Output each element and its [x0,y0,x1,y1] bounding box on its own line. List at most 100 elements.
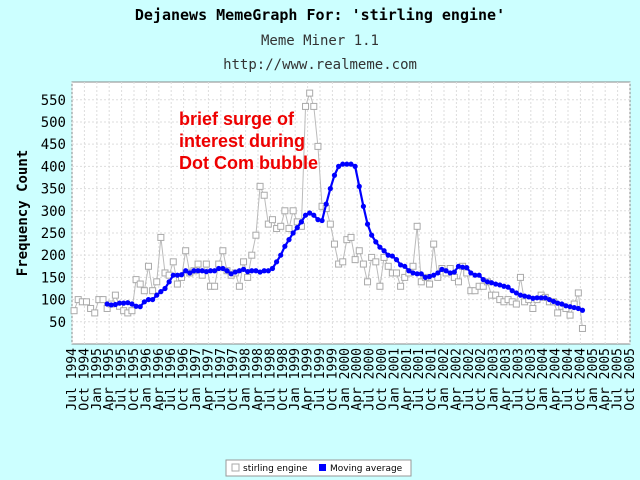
average-point [369,232,375,238]
average-point [294,225,300,231]
raw-point [87,304,95,312]
raw-point [281,207,289,215]
average-point [348,161,354,167]
raw-point [91,309,99,317]
raw-point [368,253,376,261]
raw-point [252,231,260,239]
average-point [352,163,358,169]
average-point [402,263,408,269]
average-point [249,268,255,274]
raw-point [355,247,363,255]
average-point [567,304,573,310]
x-tick-label: Oct 1995 [127,348,142,411]
raw-point [554,309,562,317]
raw-point [492,291,500,299]
average-point [253,268,259,274]
x-tick-label: Oct 1997 [226,348,241,411]
average-point [435,270,441,276]
y-tick-label: 150 [41,270,66,286]
y-tick-label: 250 [41,226,66,242]
average-point [207,268,214,274]
x-tick-label: Jan 1995 [90,348,105,411]
x-tick-label: Oct 1994 [77,348,92,411]
average-point [563,303,569,309]
average-point [439,266,445,272]
average-point [513,290,519,296]
average-point [393,257,400,263]
average-point [571,304,577,311]
average-point [141,299,147,305]
raw-point [235,282,243,290]
legend-raw-label: stirling engine [243,464,308,474]
average-point [464,265,470,271]
average-point [199,268,205,274]
x-tick-label: Jan 1996 [139,348,154,411]
average-point [265,268,271,274]
average-point [364,221,371,227]
x-tick-label: Jul 1995 [115,348,130,411]
x-tick-label: Apr 1997 [201,348,216,411]
average-point [133,303,139,309]
raw-point [268,216,276,224]
y-tick-label: 550 [41,93,66,109]
x-tick-label: Apr 2004 [549,348,564,411]
average-point [212,268,218,274]
annotation: brief surge of interest during Dot Com b… [179,109,318,173]
x-tick-label: Jul 1994 [65,348,80,411]
average-point [509,288,515,294]
raw-point [70,307,78,315]
average-point [398,262,404,268]
raw-point [182,247,190,255]
average-point [158,289,164,295]
x-tick-label: Jul 2004 [561,348,576,411]
raw-point [372,258,380,266]
y-axis-label: Frequency Count [15,150,31,276]
average-point [240,266,247,272]
x-tick-label: Jul 2005 [611,348,626,411]
average-point [555,300,561,306]
average-point [414,271,420,277]
average-point [307,210,313,216]
moving-average-series [104,161,586,313]
average-point [344,161,350,167]
average-point [559,301,565,307]
average-point [476,272,482,278]
raw-point [306,89,314,97]
average-point [480,277,486,283]
average-point [125,300,131,306]
average-point [150,296,156,303]
x-tick-label: Jul 1996 [164,348,179,411]
average-point [579,307,586,313]
x-tick-label: Apr 2001 [400,348,415,411]
average-point [468,270,474,276]
annotation-line-1: brief surge of [179,109,295,129]
average-point [162,285,168,292]
legend-raw-swatch [231,463,240,472]
raw-point [471,287,479,295]
raw-point [244,273,252,281]
x-tick-label: Jan 1998 [239,348,254,411]
x-tick-label: Oct 2002 [474,348,489,411]
x-tick-label: Jul 1999 [313,348,328,411]
raw-point [144,262,152,270]
y-tick-label: 450 [41,137,66,153]
average-point [220,265,226,272]
x-tick-label: Apr 1999 [301,348,316,411]
average-point [422,274,428,280]
x-tick-label: Jan 2005 [586,348,601,411]
average-point [451,269,457,275]
average-point [323,201,329,207]
raw-point [347,233,355,241]
raw-point [529,304,537,312]
raw-point [248,251,256,259]
average-point [282,243,288,249]
average-point [418,271,424,277]
average-point [298,219,304,225]
raw-point [260,191,268,199]
y-axis-ticks: 50 100 150 200 250 300 350 400 450 500 550 [41,93,66,331]
average-point [261,268,267,274]
raw-point [194,260,202,268]
raw-point [339,258,347,266]
average-point [381,248,387,254]
x-tick-label: Oct 1999 [325,348,340,411]
